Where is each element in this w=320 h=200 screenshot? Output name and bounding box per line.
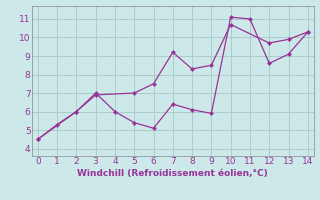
X-axis label: Windchill (Refroidissement éolien,°C): Windchill (Refroidissement éolien,°C) — [77, 169, 268, 178]
